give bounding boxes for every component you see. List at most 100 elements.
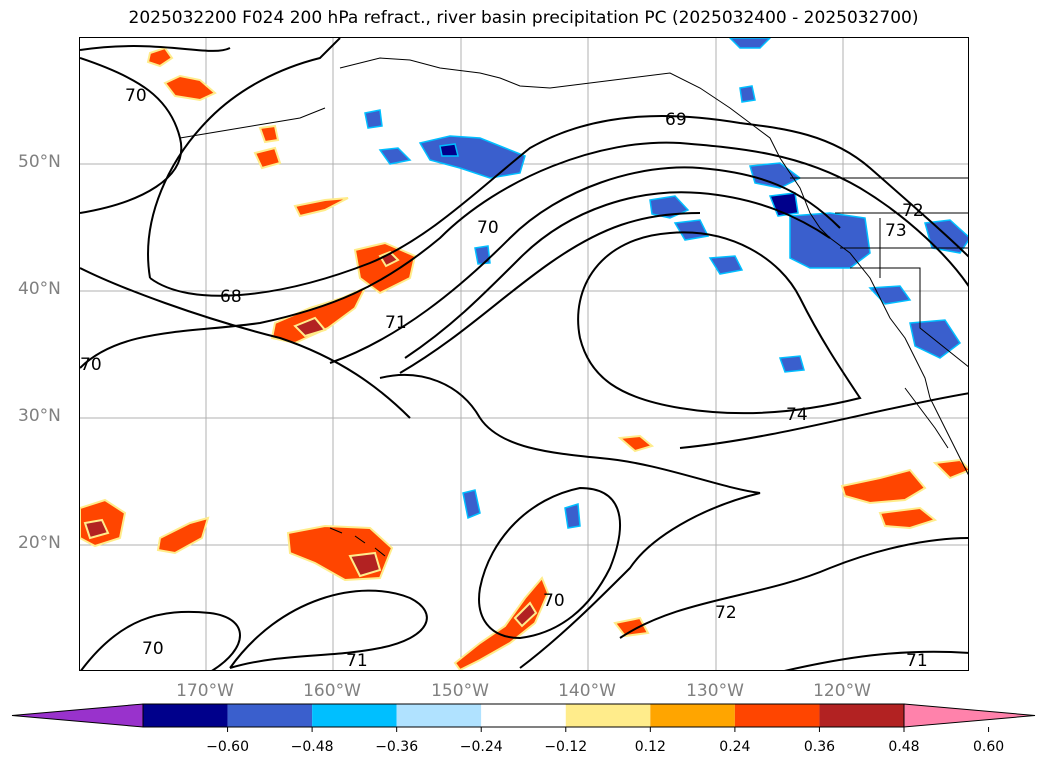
colorbar-tick-label: 0.36	[803, 739, 836, 755]
contour-line	[329, 166, 841, 364]
precip-patch	[83, 518, 110, 540]
colorbar-segment	[396, 704, 482, 727]
contour-labels: 70 68 70 69 70 71 72 73 74 70 72 71 70 7…	[80, 86, 928, 671]
precip-patch	[270, 285, 368, 345]
contour-line	[80, 610, 241, 670]
colorbar-outline	[142, 703, 905, 728]
contour-label: 74	[786, 405, 808, 425]
precip-patch	[418, 135, 526, 179]
lon-label-160w: 160°W	[303, 681, 361, 701]
coastline-baja	[904, 387, 949, 449]
contour-label: 69	[665, 110, 687, 130]
contour-label: 71	[346, 651, 368, 671]
contour-line	[80, 267, 411, 419]
precip-patch	[474, 245, 491, 265]
contour-line	[404, 191, 831, 359]
precip-patch	[513, 601, 538, 628]
precip-patch	[778, 355, 805, 373]
colorbar-segment	[734, 704, 820, 727]
contour-line	[478, 486, 621, 640]
precip-patch	[909, 319, 962, 359]
colorbar-tick-label: −0.24	[459, 739, 503, 755]
colorbar-tick-label: −0.12	[544, 739, 588, 755]
lon-label-170w: 170°W	[176, 681, 234, 701]
graticule	[80, 38, 968, 670]
lon-label-130w: 130°W	[686, 681, 744, 701]
contour-label: 70	[543, 591, 565, 611]
contour-lines	[80, 38, 968, 670]
contour-line	[80, 141, 968, 369]
precip-patch	[613, 616, 650, 638]
precip-patch	[348, 551, 382, 578]
contour-line	[619, 537, 968, 639]
contour-line	[379, 374, 761, 669]
precip-patch	[932, 458, 968, 480]
precip-patch	[293, 197, 349, 218]
precip-patch	[253, 146, 282, 170]
colorbar-segment	[650, 704, 735, 727]
precip-patch	[739, 85, 756, 103]
contour-label: 68	[220, 287, 242, 307]
colorbar-segment	[565, 704, 651, 727]
coastline-hawaii	[329, 527, 386, 557]
colorbar-segment	[312, 704, 397, 727]
contour-label: 71	[385, 313, 407, 333]
lat-label-20n: 20°N	[18, 533, 61, 553]
contour-label: 72	[715, 603, 737, 623]
colorbar-tick-label: 0.24	[719, 739, 751, 755]
contour-line	[147, 38, 341, 279]
precip-patch	[146, 46, 174, 68]
colorbar-segment	[143, 704, 228, 727]
precip-patch	[840, 468, 927, 505]
precip-patch	[378, 147, 412, 165]
map-panel: 70 68 70 69 70 71 72 73 74 70 72 71 70 7…	[79, 37, 969, 671]
coastline-aleutians	[179, 107, 326, 139]
precip-patch	[462, 489, 481, 520]
contour-line	[80, 57, 183, 214]
precip-patch	[617, 434, 655, 453]
precip-patch	[878, 506, 938, 530]
precip-patch	[258, 124, 280, 144]
contour-line	[229, 589, 428, 669]
positive-anomaly-patches	[80, 46, 968, 670]
contour-label: 72	[902, 201, 924, 221]
contour-line	[784, 650, 968, 670]
precip-patch	[673, 219, 710, 241]
colorbar-tick-label: −0.48	[290, 739, 334, 755]
colorbar-segment	[819, 704, 904, 727]
colorbar-tick-label: 0.48	[888, 739, 920, 755]
lat-label-30n: 30°N	[18, 406, 61, 426]
colorbar-tick-label: 0.60	[972, 739, 1005, 755]
contour-line	[80, 45, 231, 52]
precip-patch	[156, 516, 210, 555]
lon-label-140w: 140°W	[558, 681, 616, 701]
colorbar-tick-label: −0.60	[206, 739, 249, 755]
precip-patch	[293, 316, 327, 338]
contour-label: 71	[906, 651, 928, 671]
precip-patch	[728, 38, 772, 49]
lat-label-50n: 50°N	[18, 152, 61, 172]
precip-patch	[353, 241, 417, 295]
precip-patch	[564, 503, 581, 529]
precip-patches	[80, 38, 968, 670]
lat-label-40n: 40°N	[18, 279, 61, 299]
contour-line	[149, 114, 968, 297]
precip-patch	[708, 255, 744, 275]
coastline-north-america-west	[789, 172, 968, 476]
contour-label: 70	[477, 218, 499, 238]
contour-line	[399, 212, 701, 374]
precip-patch	[364, 109, 383, 129]
contour-label: 70	[125, 86, 147, 106]
precip-patch	[868, 285, 912, 305]
contour-line	[577, 231, 862, 415]
coastline-alaska	[339, 57, 791, 174]
colorbar-segment	[481, 704, 566, 727]
negative-anomaly-patches	[364, 38, 968, 529]
contour-line	[679, 392, 968, 449]
colorbar-segment	[227, 704, 313, 727]
lon-label-120w: 120°W	[813, 681, 871, 701]
precip-patch	[163, 74, 217, 102]
precip-patch	[439, 143, 459, 157]
lon-label-150w: 150°W	[431, 681, 489, 701]
map-canvas: 70 68 70 69 70 71 72 73 74 70 72 71 70 7…	[80, 38, 968, 671]
